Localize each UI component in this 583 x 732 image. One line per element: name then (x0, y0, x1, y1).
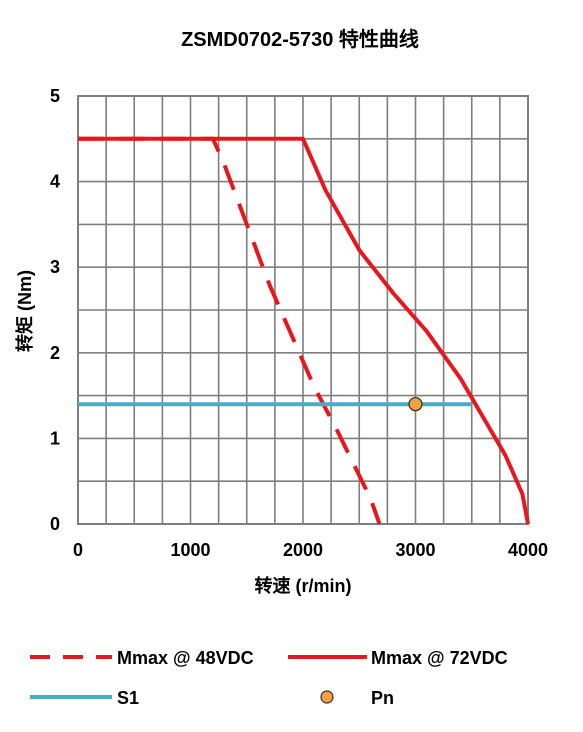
chart-title: ZSMD0702-5730 特性曲线 (181, 27, 419, 51)
plot-frame (77, 95, 529, 525)
series-line-mmax-48vdc (78, 136, 382, 525)
x-tick-label: 2000 (283, 540, 323, 560)
x-tick-labels: 0 1000 2000 3000 4000 (73, 540, 548, 560)
y-tick-label: 1 (50, 428, 60, 448)
y-tick-label: 0 (50, 514, 60, 534)
y-tick-label: 2 (50, 343, 60, 363)
y-tick-label: 3 (50, 257, 60, 277)
y-tick-label: 5 (50, 86, 60, 106)
y-tick-labels: 0 1 2 3 4 5 (50, 86, 60, 534)
pn-point (408, 397, 423, 412)
x-tick-label: 3000 (395, 540, 435, 560)
x-tick-label: 0 (73, 540, 83, 560)
y-axis-label: 转矩 (Nm) (14, 270, 35, 352)
x-axis-label: 转速 (r/min) (255, 575, 352, 596)
x-tick-label: 1000 (170, 540, 210, 560)
series-line-mmax-72vdc (78, 136, 530, 525)
legend: Mmax @ 48VDC Mmax @ 72VDC S1 Pn (30, 648, 508, 708)
grid (78, 96, 528, 524)
legend-label-48vdc: Mmax @ 48VDC (117, 648, 254, 668)
y-tick-label: 4 (50, 172, 60, 192)
legend-marker-pn (320, 690, 334, 704)
x-tick-label: 4000 (508, 540, 548, 560)
legend-label-72vdc: Mmax @ 72VDC (371, 648, 508, 668)
legend-label-pn: Pn (371, 688, 394, 708)
series-layer (78, 136, 530, 525)
legend-label-s1: S1 (117, 688, 139, 708)
marker-layer (408, 397, 423, 412)
